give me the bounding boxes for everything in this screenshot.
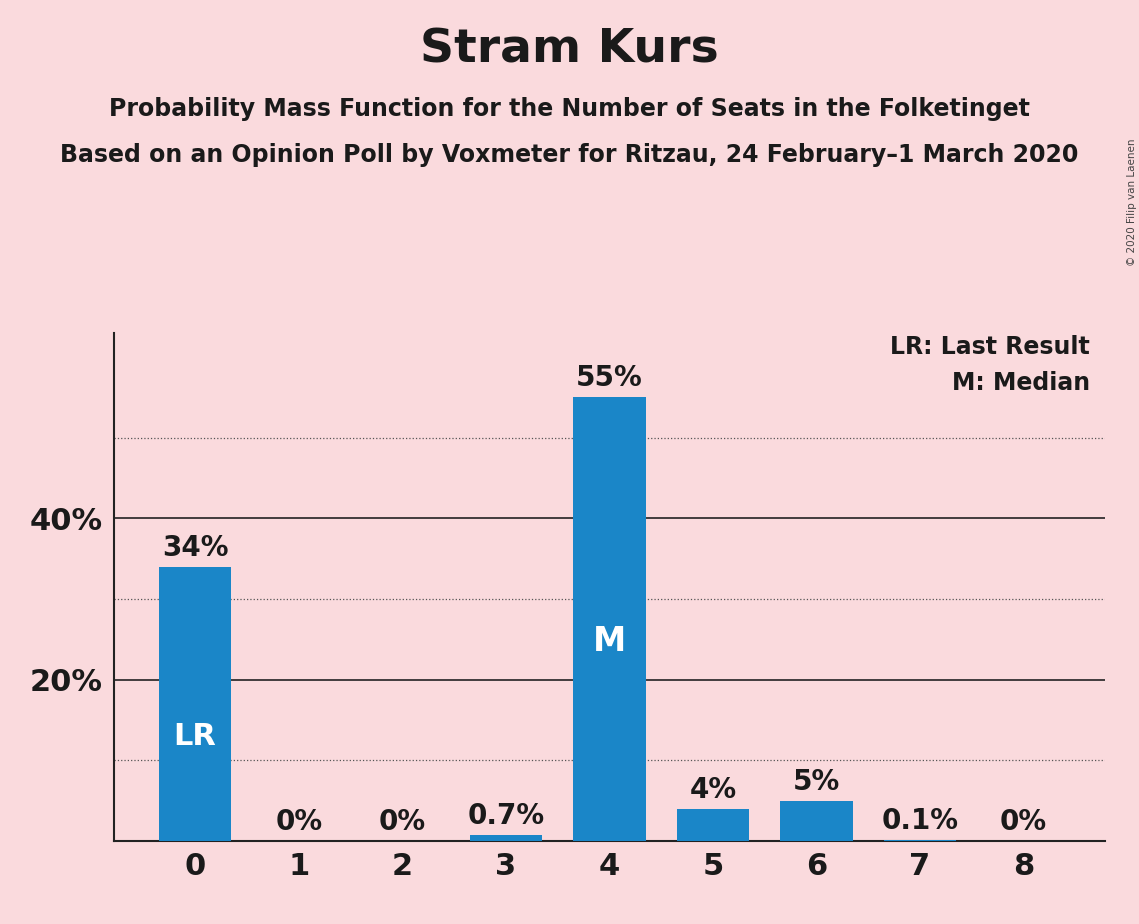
Text: Stram Kurs: Stram Kurs (420, 28, 719, 73)
Text: 34%: 34% (162, 534, 229, 562)
Text: 4%: 4% (689, 776, 737, 804)
Text: 0%: 0% (1000, 808, 1047, 836)
Text: 0.7%: 0.7% (467, 802, 544, 831)
Text: © 2020 Filip van Laenen: © 2020 Filip van Laenen (1126, 139, 1137, 266)
Text: 5%: 5% (793, 768, 841, 796)
Text: Based on an Opinion Poll by Voxmeter for Ritzau, 24 February–1 March 2020: Based on an Opinion Poll by Voxmeter for… (60, 143, 1079, 167)
Text: LR: LR (174, 723, 216, 751)
Text: 0.1%: 0.1% (882, 808, 959, 835)
Text: 0%: 0% (276, 808, 322, 836)
Text: M: Median: M: Median (952, 371, 1090, 395)
Bar (573, 397, 646, 841)
Bar (780, 800, 853, 841)
Text: M: M (592, 625, 626, 658)
Text: Probability Mass Function for the Number of Seats in the Folketinget: Probability Mass Function for the Number… (109, 97, 1030, 121)
Text: 0%: 0% (378, 808, 426, 836)
Text: LR: Last Result: LR: Last Result (891, 335, 1090, 359)
Bar (469, 835, 542, 841)
Bar (159, 566, 231, 841)
Bar (677, 808, 749, 841)
Text: 55%: 55% (576, 364, 642, 393)
